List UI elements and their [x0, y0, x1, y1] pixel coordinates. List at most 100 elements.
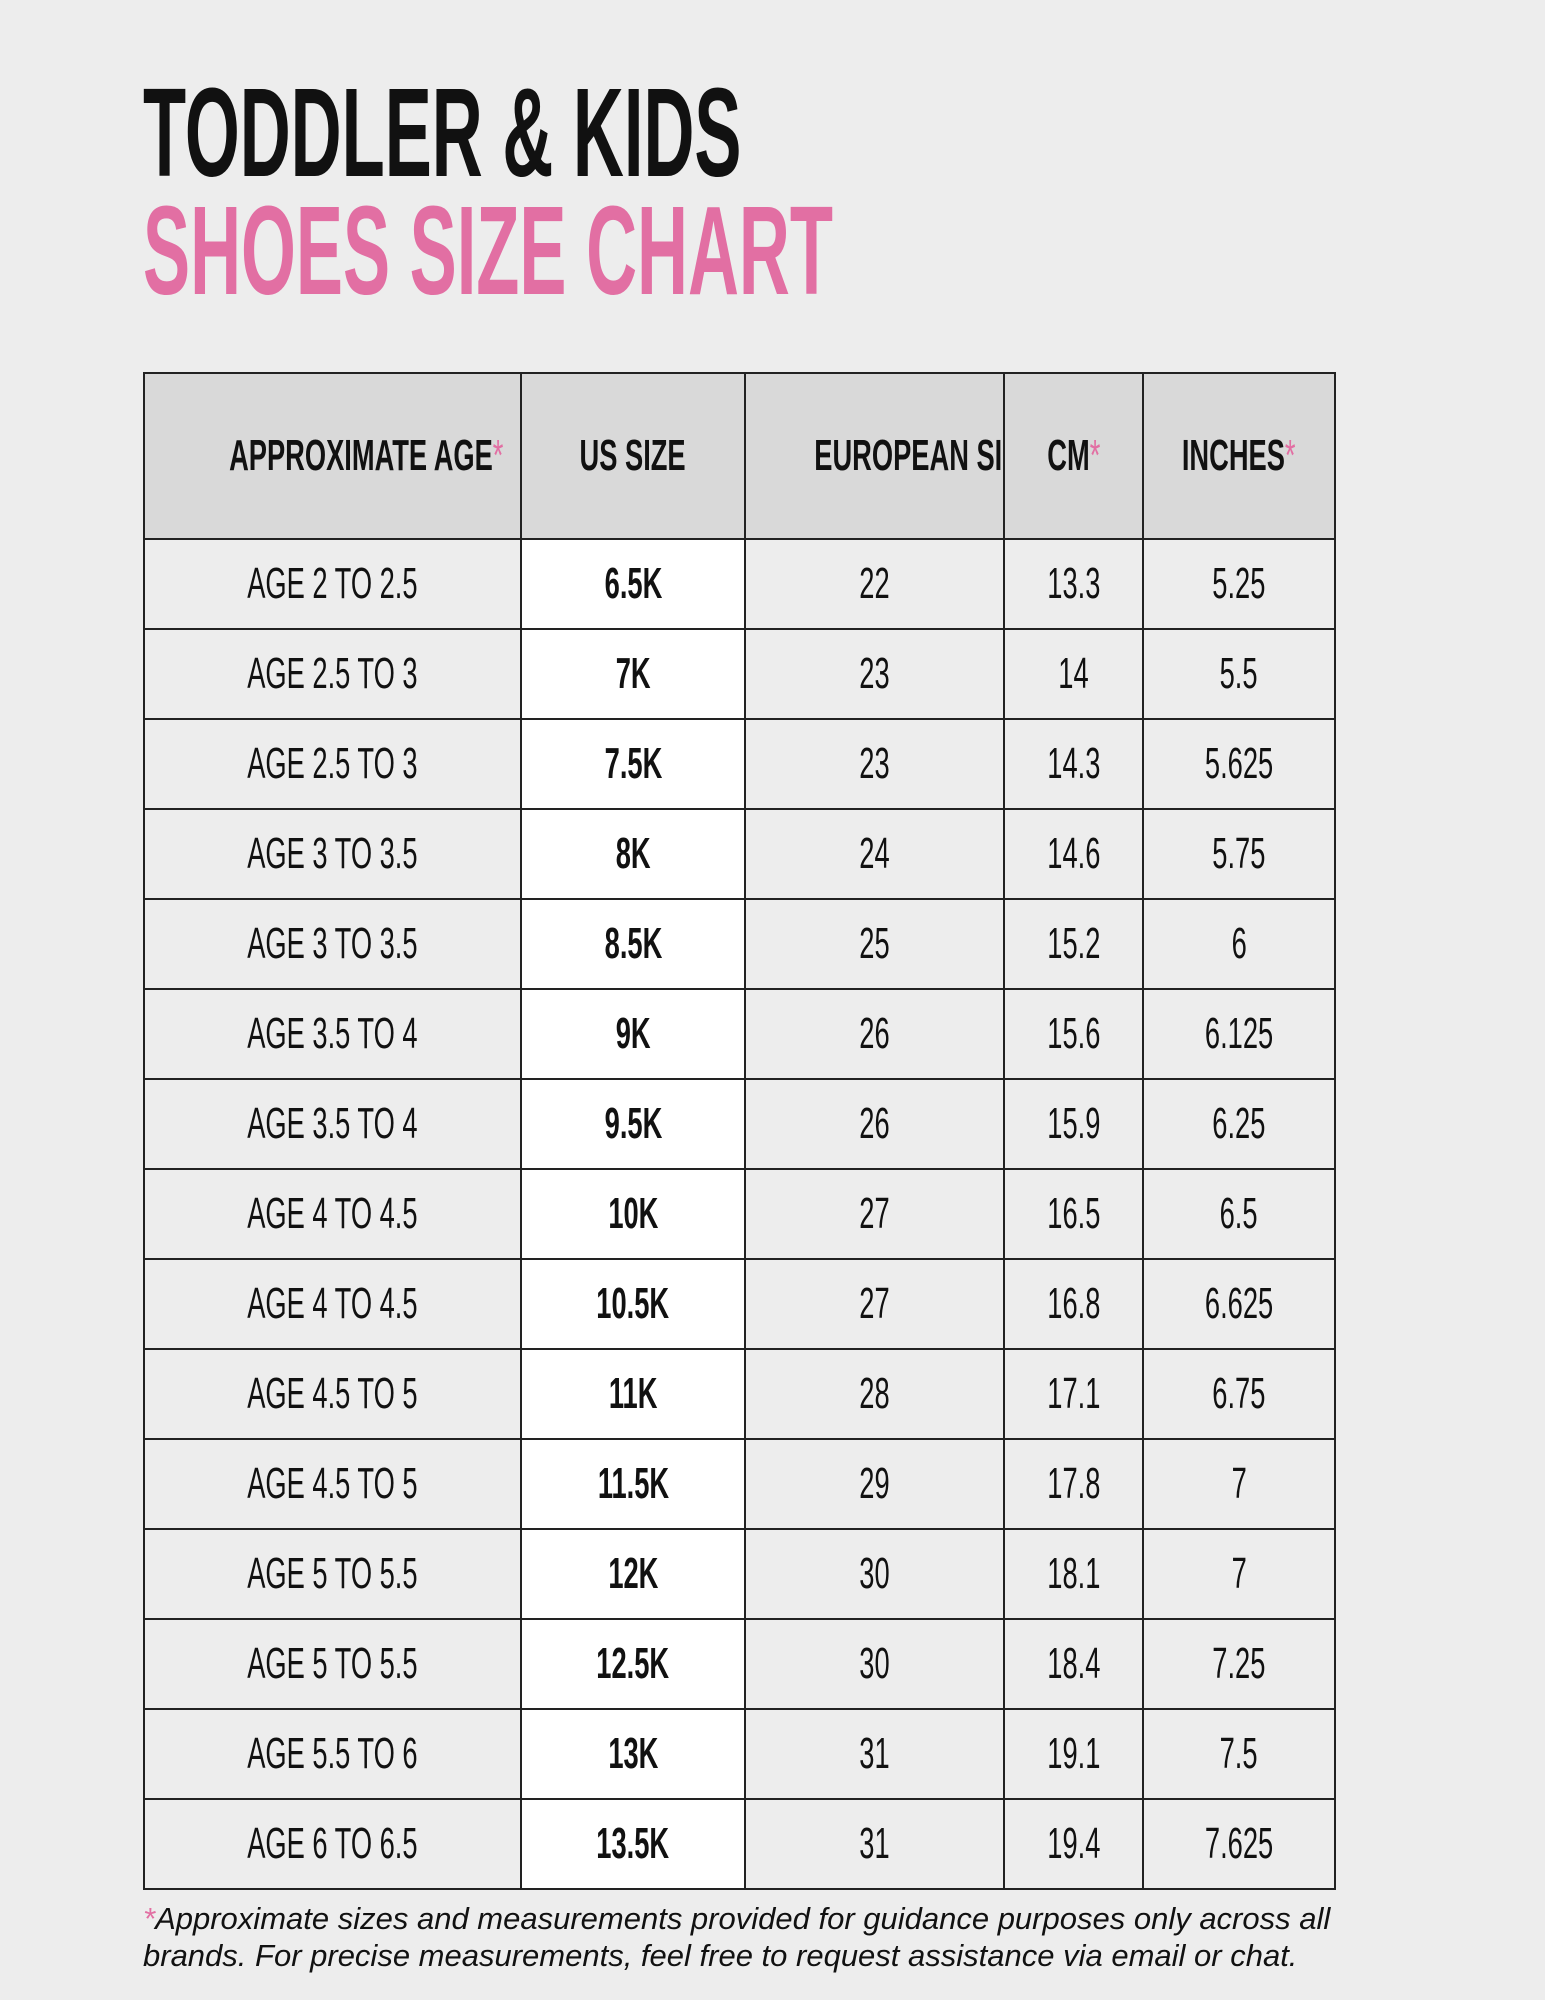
european-size-cell: 31 [744, 1798, 1005, 1890]
cm-cell: 14 [1003, 628, 1144, 720]
age-cell: AGE 2.5 TO 3 [143, 718, 522, 810]
cell-text: 15.6 [1046, 1009, 1101, 1058]
european-size-cell: 29 [744, 1438, 1005, 1530]
cell-text: 13.5K [596, 1819, 670, 1868]
cell-text: 16.5 [1046, 1189, 1101, 1238]
cm-cell: 13.3 [1003, 538, 1144, 630]
cell-text: 9K [615, 1009, 651, 1058]
footnote-text: Approximate sizes and measurements provi… [143, 1901, 1331, 1973]
cell-text: 6.125 [1204, 1009, 1274, 1058]
us-size-cell: 8.5K [520, 898, 746, 990]
european-size-cell: 30 [744, 1618, 1005, 1710]
cell-text: AGE 3 TO 3.5 [247, 919, 418, 968]
inches-cell: 5.625 [1142, 718, 1336, 810]
cell-text: 5.625 [1204, 739, 1274, 788]
cm-cell: 14.3 [1003, 718, 1144, 810]
age-cell: AGE 4 TO 4.5 [143, 1168, 522, 1260]
cm-cell: 16.8 [1003, 1258, 1144, 1350]
us-size-cell: 10K [520, 1168, 746, 1260]
cell-text: 17.1 [1046, 1369, 1101, 1418]
cell-text: 6.5 [1220, 1189, 1258, 1238]
us-size-cell: 11.5K [520, 1438, 746, 1530]
european-size-cell: 28 [744, 1348, 1005, 1440]
cell-text: 11K [608, 1369, 658, 1418]
cell-text: 26 [859, 1009, 890, 1058]
cell-text: 27 [859, 1189, 890, 1238]
cell-text: 30 [859, 1639, 890, 1688]
us-size-cell: 8K [520, 808, 746, 900]
cell-text: 22 [859, 559, 890, 608]
cell-text: AGE 5 TO 5.5 [247, 1549, 418, 1598]
cell-text: AGE 2 TO 2.5 [247, 559, 418, 608]
age-cell: AGE 3.5 TO 4 [143, 988, 522, 1080]
cell-text: 18.4 [1046, 1639, 1101, 1688]
cell-text: 9.5K [604, 1099, 662, 1148]
cell-text: 7.5K [604, 739, 662, 788]
column-header-label: CM [1046, 431, 1090, 480]
title-line-1: TODDLER & KIDS [143, 62, 742, 203]
cell-text: 31 [859, 1819, 890, 1868]
cell-text: AGE 3.5 TO 4 [247, 1099, 418, 1148]
cell-text: 24 [859, 829, 890, 878]
table-row: AGE 2.5 TO 3 7K 23 14 5.5 [143, 628, 1336, 720]
cell-text: 14.6 [1046, 829, 1101, 878]
age-cell: AGE 5.5 TO 6 [143, 1708, 522, 1800]
us-size-cell: 12K [520, 1528, 746, 1620]
us-size-cell: 11K [520, 1348, 746, 1440]
age-cell: AGE 4 TO 4.5 [143, 1258, 522, 1350]
cell-text: 6.25 [1212, 1099, 1266, 1148]
cm-cell: 15.6 [1003, 988, 1144, 1080]
table-row: AGE 5.5 TO 6 13K 31 19.1 7.5 [143, 1708, 1336, 1800]
cell-text: 19.4 [1046, 1819, 1101, 1868]
table-row: AGE 4 TO 4.5 10.5K 27 16.8 6.625 [143, 1258, 1336, 1350]
cell-text: 6.5K [604, 559, 662, 608]
cell-text: AGE 4 TO 4.5 [247, 1279, 418, 1328]
cell-text: 7.5 [1220, 1729, 1258, 1778]
inches-cell: 7.25 [1142, 1618, 1336, 1710]
cell-text: 25 [859, 919, 890, 968]
cell-text: AGE 5.5 TO 6 [247, 1729, 418, 1778]
cell-text: 23 [859, 739, 890, 788]
cell-text: 6.75 [1212, 1369, 1266, 1418]
inches-cell: 5.5 [1142, 628, 1336, 720]
cell-text: 12K [607, 1549, 659, 1598]
footnote: *Approximate sizes and measurements prov… [143, 1900, 1383, 1974]
us-size-cell: 13K [520, 1708, 746, 1800]
european-size-cell: 27 [744, 1258, 1005, 1350]
cell-text: 31 [859, 1729, 890, 1778]
table-row: AGE 3 TO 3.5 8.5K 25 15.2 6 [143, 898, 1336, 990]
age-cell: AGE 3 TO 3.5 [143, 808, 522, 900]
inches-cell: 6 [1142, 898, 1336, 990]
inches-cell: 6.5 [1142, 1168, 1336, 1260]
cell-text: 8K [615, 829, 651, 878]
cell-text: 11.5K [597, 1459, 669, 1508]
cell-text: 18.1 [1046, 1549, 1101, 1598]
cell-text: AGE 3 TO 3.5 [247, 829, 418, 878]
cell-text: 10.5K [596, 1279, 670, 1328]
us-size-cell: 7K [520, 628, 746, 720]
cell-text: 28 [859, 1369, 890, 1418]
cell-text: 12.5K [596, 1639, 670, 1688]
cm-cell: 18.1 [1003, 1528, 1144, 1620]
cell-text: 7K [615, 649, 651, 698]
cell-text: 10K [607, 1189, 659, 1238]
age-cell: AGE 4.5 TO 5 [143, 1348, 522, 1440]
cell-text: AGE 4.5 TO 5 [247, 1459, 418, 1508]
cell-text: AGE 2.5 TO 3 [247, 649, 418, 698]
table-row: AGE 5 TO 5.5 12K 30 18.1 7 [143, 1528, 1336, 1620]
age-cell: AGE 2 TO 2.5 [143, 538, 522, 630]
cm-cell: 16.5 [1003, 1168, 1144, 1260]
cell-text: AGE 4.5 TO 5 [247, 1369, 418, 1418]
column-header-label: EUROPEAN SIZE [814, 431, 1003, 480]
age-cell: AGE 6 TO 6.5 [143, 1798, 522, 1890]
cell-text: 7 [1231, 1549, 1247, 1598]
inches-cell: 7 [1142, 1528, 1336, 1620]
inches-cell: 5.75 [1142, 808, 1336, 900]
us-size-cell: 9K [520, 988, 746, 1080]
cell-text: AGE 2.5 TO 3 [247, 739, 418, 788]
cell-text: 6 [1231, 919, 1247, 968]
asterisk: * [1089, 431, 1101, 480]
asterisk: * [1285, 431, 1296, 480]
cell-text: 19.1 [1046, 1729, 1101, 1778]
